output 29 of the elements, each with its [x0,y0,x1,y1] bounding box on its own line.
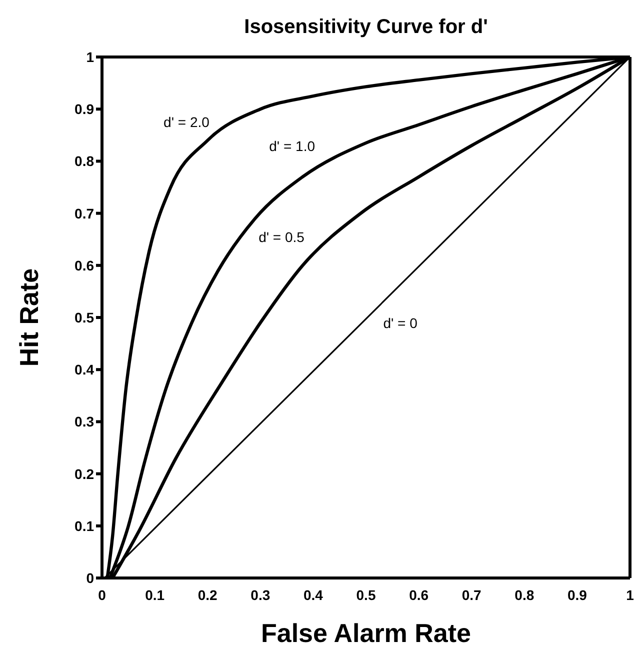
y-tick-label: 0.7 [74,205,94,222]
y-tick-label: 0.9 [74,101,94,118]
x-tick-label: 0.2 [198,586,218,603]
y-tick-label: 0 [86,570,94,586]
y-tick-label: 0.1 [74,518,94,534]
series-label: d' = 2.0 [164,114,210,130]
y-tick-label: 0.8 [74,153,94,170]
x-tick-label: 0.8 [514,586,534,603]
y-tick-label: 0.4 [74,362,94,378]
x-tick-label: 1 [626,586,634,603]
y-tick-label: 0.6 [74,257,94,274]
x-tick-label: 0.6 [409,586,429,603]
y-tick-label: 0.2 [74,466,94,482]
y-tick-label: 1 [86,48,94,65]
y-axis-title: Hit Rate [14,268,44,367]
x-tick-label: 0.4 [303,586,324,603]
x-tick-label: 0.5 [356,586,376,603]
x-tick-label: 0.7 [462,586,482,603]
x-axis-title: False Alarm Rate [260,618,472,648]
x-tick-label: 0.1 [145,586,165,603]
y-tick-label: 0.5 [74,309,94,326]
y-tick-label: 0.3 [74,414,94,430]
x-tick-label: 0.9 [567,586,588,603]
series-label: d' = 1.0 [269,138,316,154]
series-label: d' = 0 [383,314,418,331]
x-tick-label: 0 [98,586,106,603]
chart-title: Isosensitivity Curve for d' [243,16,489,39]
x-tick-label: 0.3 [250,586,270,603]
series-label: d' = 0.5 [258,228,305,245]
